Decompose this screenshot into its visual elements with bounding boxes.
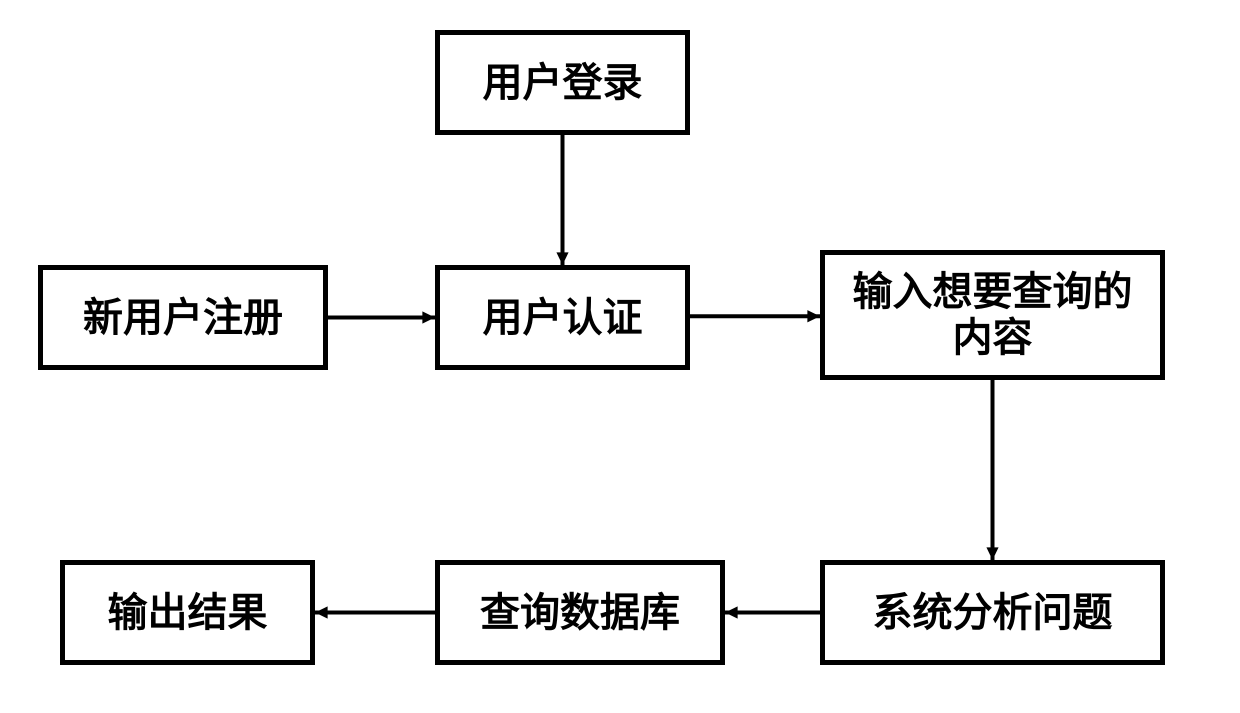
node-label: 输出结果 — [108, 590, 268, 636]
node-user-auth: 用户认证 — [435, 265, 690, 370]
node-label: 查询数据库 — [480, 590, 680, 636]
node-label: 用户认证 — [483, 295, 643, 341]
node-label: 系统分析问题 — [873, 590, 1113, 636]
node-output-result: 输出结果 — [60, 560, 315, 665]
node-label: 输入想要查询的内容 — [840, 269, 1145, 361]
node-system-analyze: 系统分析问题 — [820, 560, 1165, 665]
flowchart-canvas: 用户登录 新用户注册 用户认证 输入想要查询的内容 系统分析问题 查询数据库 输… — [0, 0, 1240, 713]
node-label: 用户登录 — [483, 60, 643, 106]
node-label: 新用户注册 — [83, 295, 283, 341]
node-new-user-register: 新用户注册 — [38, 265, 328, 370]
node-input-query-content: 输入想要查询的内容 — [820, 250, 1165, 380]
node-user-login: 用户登录 — [435, 30, 690, 135]
node-query-database: 查询数据库 — [435, 560, 725, 665]
